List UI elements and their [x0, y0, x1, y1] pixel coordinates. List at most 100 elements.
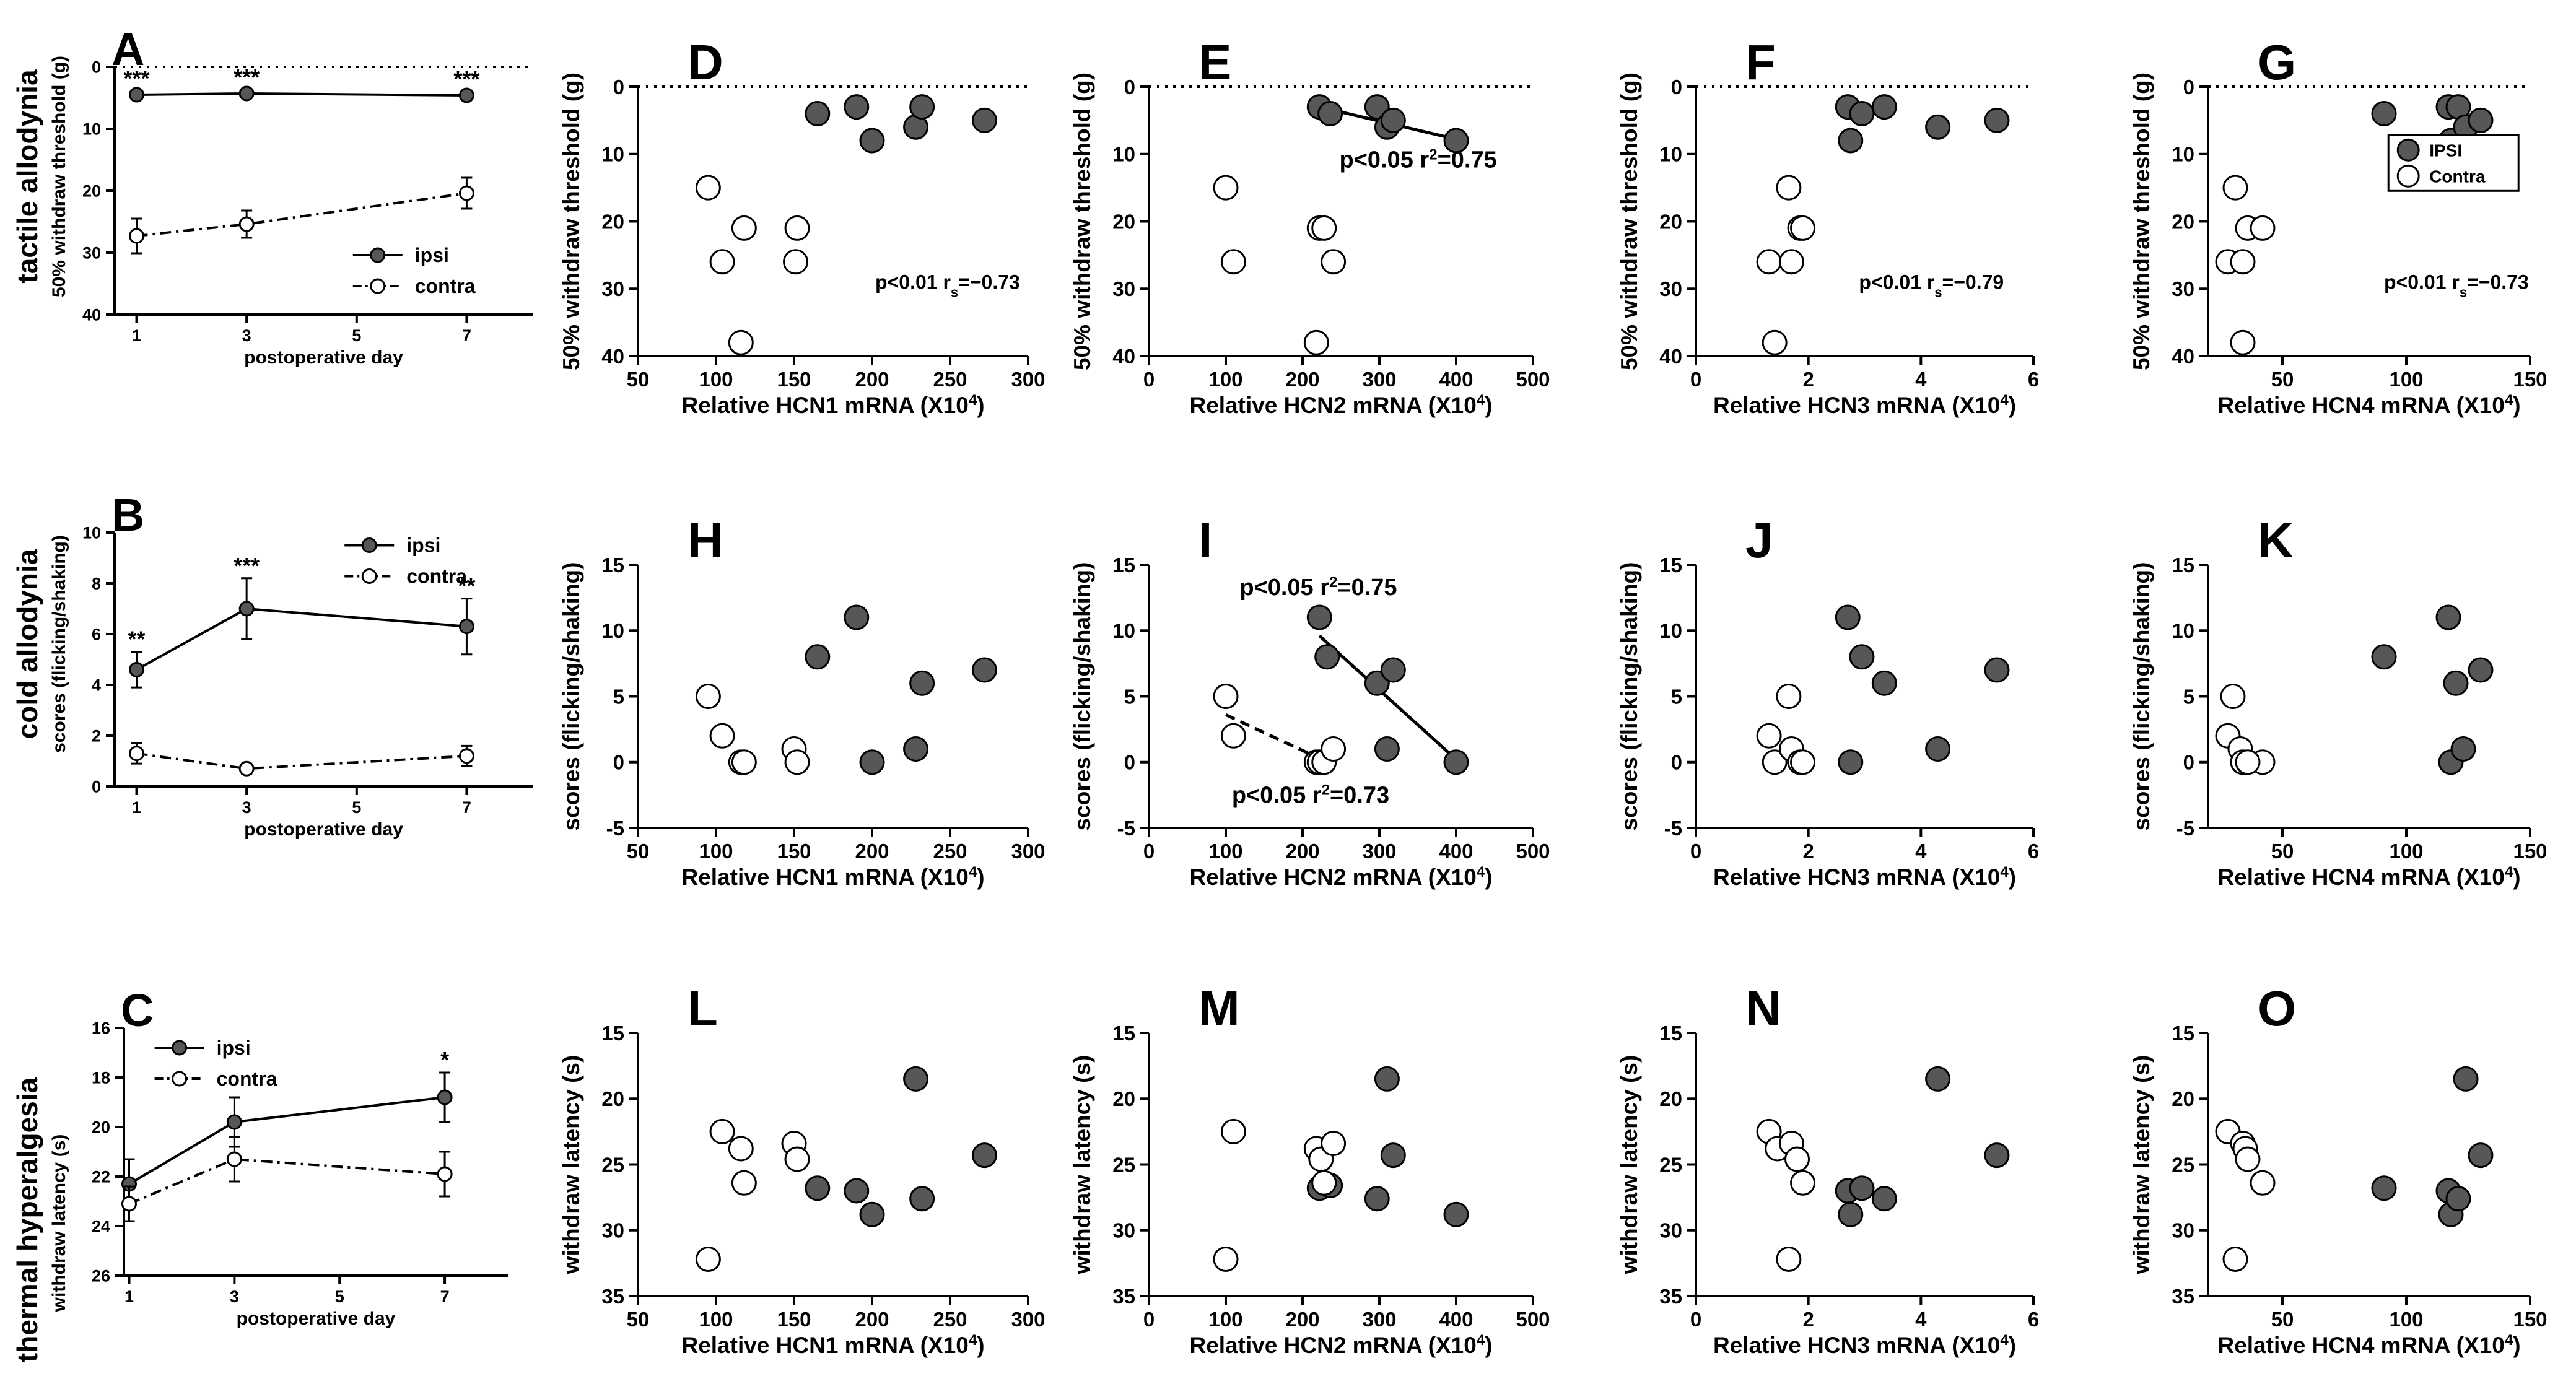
- stat-superscript: 2: [1329, 573, 1337, 590]
- y-tick-label: 2: [92, 727, 101, 746]
- x-tick-label: 250: [933, 368, 967, 391]
- y-axis-label: withdraw latency (s): [1617, 1055, 1642, 1275]
- legend-label: ipsi: [217, 1037, 251, 1059]
- x-tick-label: 100: [699, 1308, 733, 1331]
- panel-letter: J: [1745, 513, 1773, 568]
- y-tick-label: 40: [1112, 345, 1135, 368]
- y-tick-label: 5: [1124, 685, 1135, 708]
- data-point-ipsi: [2445, 1186, 2471, 1212]
- significance-marker: ***: [453, 66, 479, 92]
- y-tick-label: 0: [1671, 76, 1682, 98]
- data-point-ipsi: [1835, 604, 1861, 630]
- y-tick-label: 10: [1659, 619, 1682, 642]
- panel-letter: D: [688, 35, 723, 90]
- stat-value: =0.73: [1330, 783, 1389, 809]
- x-axis-label-superscript: 4: [1477, 864, 1485, 881]
- data-point-contra: [129, 228, 145, 244]
- x-axis-label: Relative HCN2 mRNA (X104): [1189, 864, 1492, 890]
- x-tick-label: 7: [462, 326, 471, 345]
- y-tick-label: 25: [1112, 1153, 1135, 1176]
- data-point-ipsi: [1306, 604, 1332, 630]
- x-tick-label: 50: [627, 840, 650, 863]
- data-point-contra: [1762, 329, 1788, 355]
- panel-letter: G: [2258, 35, 2296, 90]
- y-tick-label: 5: [2183, 685, 2194, 708]
- data-point-ipsi: [129, 661, 145, 677]
- data-point-ipsi: [1380, 107, 1406, 133]
- x-tick-label: 2: [1802, 368, 1814, 391]
- data-point-contra: [121, 1196, 137, 1212]
- x-tick-label: 250: [933, 1308, 967, 1331]
- data-point-ipsi: [2468, 657, 2494, 683]
- y-axis-label: withdraw latency (s): [1070, 1055, 1095, 1275]
- stat-annotation: p<0.01 rs=−0.79: [1859, 271, 2004, 300]
- data-point-contra: [437, 1166, 453, 1182]
- data-point-ipsi: [238, 601, 255, 617]
- data-point-contra: [1311, 215, 1337, 241]
- series-line-ipsi: [136, 607, 467, 671]
- x-axis-label: Relative HCN1 mRNA (X104): [681, 1332, 984, 1359]
- x-tick-label: 100: [1208, 368, 1242, 391]
- x-tick-label: 0: [1143, 368, 1155, 391]
- y-tick-label: 20: [1112, 210, 1135, 233]
- x-axis-label-end: ): [2009, 1333, 2016, 1358]
- x-tick-label: 300: [1362, 1308, 1396, 1331]
- data-point-ipsi: [1838, 749, 1864, 775]
- x-axis-label-superscript: 4: [2505, 1332, 2513, 1349]
- y-tick-label: 30: [1112, 1219, 1135, 1242]
- x-tick-label: 500: [1516, 368, 1550, 391]
- data-point-ipsi: [1374, 736, 1400, 762]
- y-tick-label: 15: [1112, 554, 1135, 577]
- x-axis-label-end: ): [2009, 864, 2016, 890]
- x-tick-label: 1: [132, 798, 141, 817]
- data-point-ipsi: [1317, 101, 1343, 126]
- data-point-contra: [731, 1170, 757, 1196]
- data-point-contra: [709, 1118, 735, 1144]
- x-tick-label: 500: [1516, 1308, 1550, 1331]
- row-title-thermal: thermal hyperalgesia withdraw latency (s…: [11, 1077, 69, 1362]
- y-tick-label: 15: [601, 554, 624, 577]
- data-point-ipsi: [2371, 644, 2397, 670]
- x-axis-label-superscript: 4: [969, 1332, 977, 1349]
- data-point-ipsi: [1374, 1066, 1400, 1092]
- significance-marker: ***: [234, 553, 260, 578]
- significance-marker: *: [440, 1047, 449, 1073]
- data-point-contra: [1303, 329, 1329, 355]
- stat-annotation: p<0.05 r2=0.75: [1239, 573, 1397, 601]
- x-tick-label: 200: [1285, 368, 1319, 391]
- y-tick-label: 30: [1659, 277, 1682, 300]
- x-axis-label-end: ): [977, 864, 984, 890]
- y-tick-label: 15: [2172, 1022, 2194, 1045]
- panel-m: M 15 20 25 30 35 0 100 200 300 400 500 Relative HCN2…: [1070, 981, 1550, 1358]
- x-axis-label-end: ): [977, 393, 984, 418]
- y-tick-label: 20: [2172, 210, 2194, 233]
- y-tick-label: 0: [92, 58, 101, 77]
- x-tick-label: 3: [242, 798, 251, 817]
- y-tick-label: 25: [2172, 1153, 2194, 1176]
- x-tick-label: 6: [2028, 1308, 2039, 1331]
- data-point-ipsi: [1849, 1175, 1875, 1201]
- x-tick-label: 5: [335, 1287, 344, 1306]
- x-axis-label: postoperative day: [237, 1308, 396, 1329]
- y-tick-label: 20: [601, 1087, 624, 1110]
- y-tick-label: 20: [92, 1118, 110, 1137]
- x-axis-label-end: ): [2009, 393, 2016, 418]
- x-axis-label: Relative HCN2 mRNA (X104): [1189, 392, 1492, 419]
- x-tick-label: 4: [1915, 840, 1927, 863]
- y-tick-label: 8: [92, 575, 101, 593]
- y-tick-label: -5: [606, 817, 624, 840]
- data-point-contra: [1778, 249, 1804, 275]
- stat-subscript: s: [951, 284, 958, 300]
- data-point-ipsi: [1871, 670, 1897, 696]
- data-point-ipsi: [859, 128, 885, 154]
- y-tick-label: 40: [1659, 345, 1682, 368]
- x-tick-label: 300: [1362, 840, 1396, 863]
- x-tick-label: 400: [1439, 840, 1473, 863]
- data-point-ipsi: [844, 1178, 870, 1204]
